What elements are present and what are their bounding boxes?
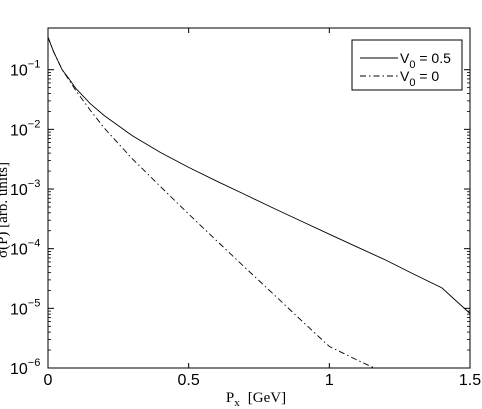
- x-axis-label-sub: x: [234, 397, 240, 409]
- y-tick-label: 10−3: [10, 178, 40, 199]
- x-axis-label-main: P: [226, 390, 234, 406]
- y-tick-label: 10−5: [10, 297, 40, 318]
- y-axis-label-unit: ) [arb. units]: [0, 162, 11, 237]
- x-tick-label: 0: [44, 372, 53, 389]
- legend: V0 = 0.5 V0 = 0: [351, 39, 463, 91]
- x-tick-label: 0.5: [178, 372, 200, 389]
- legend-series-1-main: V: [400, 68, 410, 84]
- series-layer: [47, 37, 471, 369]
- y-tick-label: 10−6: [10, 357, 40, 378]
- y-tick-label: 10−4: [10, 238, 40, 259]
- x-axis-label-unit: [GeV]: [248, 390, 286, 406]
- series-line-1: [47, 37, 375, 369]
- legend-series-0-rest: = 0.5: [415, 50, 451, 66]
- legend-series-1-rest: = 0: [415, 68, 439, 84]
- legend-label-series-1: V0 = 0: [400, 68, 439, 89]
- y-axis-label: σ(P) [arb. units]: [0, 162, 11, 258]
- x-axis-label: Px [GeV]: [226, 390, 286, 409]
- legend-series-0-sub: 0: [409, 59, 415, 71]
- legend-series-1-sub: 0: [409, 77, 415, 89]
- ticks-layer: 0 0.5 1 1.5 10−6 10−5 10−4 10−3 10−2 10−1: [10, 28, 481, 389]
- legend-series-0-main: V: [400, 50, 410, 66]
- series-line-0: [47, 37, 471, 314]
- legend-label-series-0: V0 = 0.5: [400, 50, 451, 71]
- legend-box: [351, 39, 463, 91]
- x-tick-label: 1: [325, 372, 334, 389]
- y-tick-label: 10−2: [10, 118, 40, 139]
- y-axis-label-main: σ(P: [0, 237, 11, 258]
- x-tick-label: 1.5: [459, 372, 481, 389]
- y-tick-label: 10−1: [10, 59, 40, 80]
